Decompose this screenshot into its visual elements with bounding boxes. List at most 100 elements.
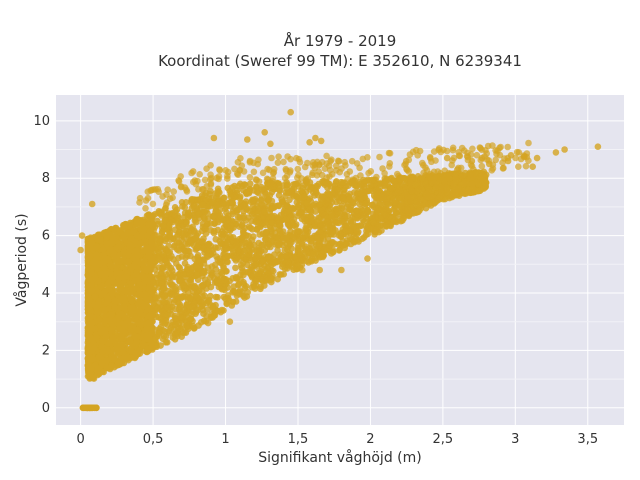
data-point	[212, 236, 220, 243]
data-point	[146, 265, 153, 272]
data-point	[230, 194, 238, 201]
data-point	[210, 227, 218, 235]
data-point	[175, 247, 183, 254]
data-point	[145, 313, 153, 320]
data-point	[364, 223, 372, 231]
data-point	[237, 261, 245, 269]
data-point	[89, 355, 97, 363]
data-point	[142, 332, 150, 340]
data-point	[329, 238, 337, 246]
data-point	[227, 233, 234, 240]
data-point	[160, 332, 168, 340]
data-point	[247, 242, 254, 249]
data-point	[152, 294, 159, 301]
data-point	[372, 226, 380, 234]
data-point	[168, 291, 176, 298]
data-point	[294, 203, 302, 211]
data-point	[360, 183, 368, 190]
data-point	[221, 277, 228, 284]
data-point	[362, 200, 369, 208]
data-point	[347, 206, 355, 214]
data-point	[260, 207, 268, 215]
data-point	[128, 283, 135, 290]
data-point	[368, 201, 376, 209]
data-point	[145, 211, 152, 218]
data-point	[469, 180, 476, 188]
data-point	[383, 189, 390, 196]
data-point	[249, 197, 257, 204]
data-point	[88, 287, 96, 295]
data-point	[186, 295, 194, 302]
data-point	[104, 281, 112, 289]
data-point	[222, 254, 229, 262]
data-point	[359, 235, 366, 242]
data-point	[194, 294, 202, 302]
data-point	[217, 230, 225, 238]
data-point	[108, 363, 115, 371]
data-point	[274, 247, 281, 254]
data-point	[95, 299, 102, 307]
data-point	[300, 193, 308, 201]
data-point	[137, 220, 144, 227]
data-point	[132, 271, 140, 278]
data-point	[264, 263, 272, 271]
data-point	[375, 187, 382, 194]
data-point	[160, 284, 167, 292]
data-point	[286, 196, 293, 204]
data-point	[295, 180, 302, 187]
data-point	[383, 223, 390, 230]
data-point	[133, 257, 141, 265]
data-point	[240, 278, 247, 286]
data-point	[102, 270, 110, 278]
data-point	[160, 298, 168, 306]
data-point	[189, 322, 197, 330]
data-point	[310, 202, 317, 209]
data-point	[107, 326, 115, 334]
data-point	[407, 194, 415, 201]
data-point	[325, 221, 332, 228]
data-point	[108, 290, 116, 297]
data-point	[99, 246, 107, 253]
data-point	[134, 326, 141, 334]
data-point	[455, 185, 462, 192]
data-point	[298, 215, 306, 223]
data-point	[482, 183, 489, 190]
data-point	[104, 296, 112, 304]
data-point	[321, 181, 329, 188]
data-point	[295, 209, 303, 217]
grid-lines	[56, 95, 624, 425]
data-point	[159, 319, 166, 326]
data-point	[169, 273, 176, 281]
data-point	[267, 225, 275, 232]
data-point	[250, 233, 257, 240]
data-point	[341, 244, 349, 252]
data-point	[186, 276, 194, 283]
data-point	[353, 211, 361, 218]
data-point	[408, 187, 415, 195]
data-point	[118, 334, 125, 341]
data-point	[200, 245, 207, 252]
data-point	[332, 205, 340, 213]
data-point	[283, 240, 290, 248]
data-point	[338, 218, 346, 225]
data-point	[342, 227, 350, 234]
data-point	[312, 208, 319, 215]
data-point	[399, 217, 406, 224]
data-point	[288, 245, 295, 252]
data-point	[101, 306, 109, 314]
data-point	[232, 298, 240, 305]
data-points	[77, 108, 602, 412]
data-point	[128, 347, 136, 355]
data-point	[416, 207, 423, 214]
data-point	[207, 292, 214, 300]
data-point	[167, 236, 174, 243]
data-point	[308, 255, 316, 263]
data-point	[397, 195, 405, 202]
data-point	[173, 206, 181, 213]
data-point	[179, 271, 187, 278]
data-point	[177, 313, 184, 321]
data-point	[93, 334, 100, 342]
data-point	[201, 208, 209, 216]
data-point	[276, 227, 284, 235]
data-point	[235, 255, 243, 263]
